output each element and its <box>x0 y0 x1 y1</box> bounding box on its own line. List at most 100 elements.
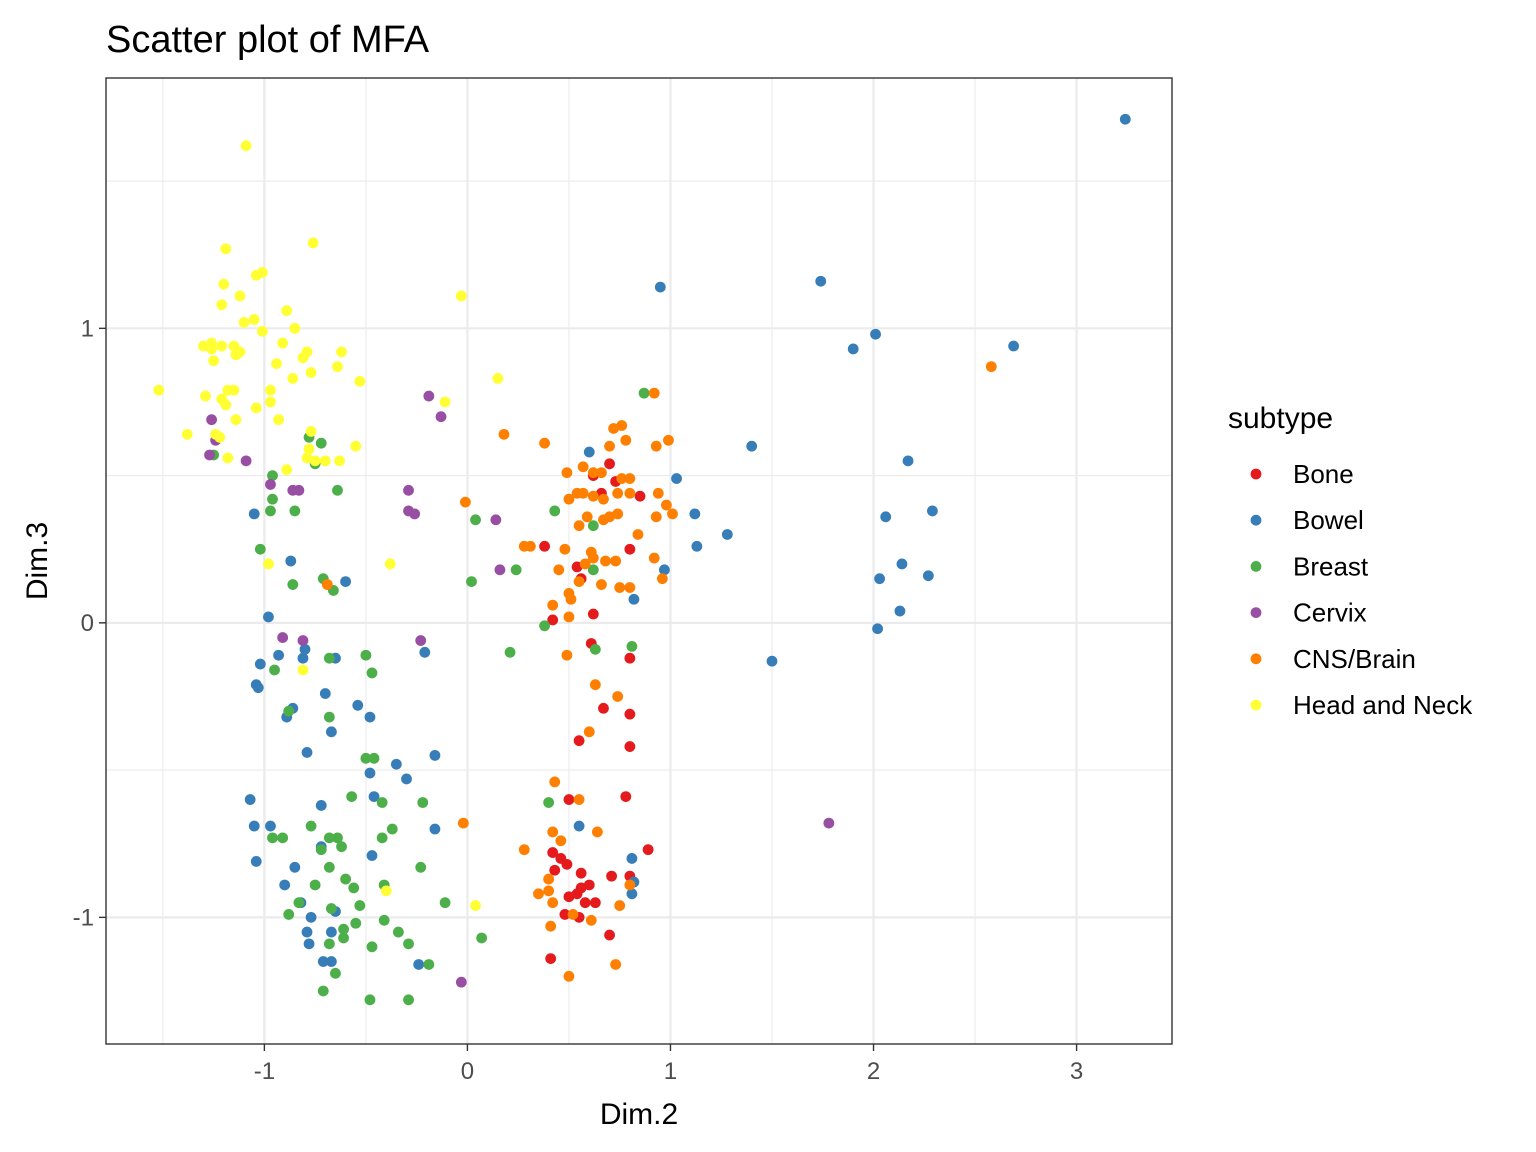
data-point-breast <box>323 861 335 873</box>
legend: subtype Bone Bowel Breast Cervix CNS/Brain He… <box>1228 402 1473 720</box>
data-point-head-and-neck <box>277 337 289 349</box>
data-point-bowel <box>248 820 260 832</box>
data-point-breast <box>325 903 337 914</box>
data-point-cns-brain <box>596 467 607 479</box>
data-point-head-and-neck <box>238 317 250 328</box>
data-point-breast <box>287 579 299 590</box>
data-point-cns-brain <box>648 552 660 564</box>
data-point-cns-brain <box>624 582 636 593</box>
data-point-bowel <box>368 791 380 803</box>
series-cervix <box>204 390 835 988</box>
data-point-bowel <box>429 749 441 761</box>
data-point-bowel <box>429 823 441 835</box>
data-point-cns-brain <box>547 599 559 611</box>
data-point-breast <box>350 917 362 929</box>
data-point-cns-brain <box>589 679 601 691</box>
legend-key <box>1250 607 1262 618</box>
data-point-breast <box>283 909 295 920</box>
data-point-cns-brain <box>577 487 589 499</box>
data-point-cns-brain <box>547 826 559 838</box>
data-point-bowel <box>766 655 778 667</box>
data-point-breast <box>376 832 388 844</box>
data-point-breast <box>269 664 280 676</box>
data-point-bowel <box>273 649 284 661</box>
data-point-breast <box>476 932 488 944</box>
legend-label: CNS/Brain <box>1293 644 1416 674</box>
data-point-cns-brain <box>585 914 597 926</box>
data-point-cervix <box>409 508 421 520</box>
data-point-bone <box>606 870 617 882</box>
data-point-breast <box>470 514 481 526</box>
data-point-head-and-neck <box>220 243 232 255</box>
data-point-head-and-neck <box>250 402 262 414</box>
data-point-bowel <box>299 643 311 655</box>
data-point-head-and-neck <box>384 558 396 570</box>
data-point-bone <box>589 897 601 909</box>
data-point-breast <box>403 994 414 1006</box>
data-point-bowel <box>317 956 329 967</box>
data-point-bowel <box>325 956 337 967</box>
data-point-breast <box>336 841 347 853</box>
data-point-breast <box>504 646 516 658</box>
data-point-cns-brain <box>555 835 567 847</box>
data-point-cns-brain <box>587 467 599 479</box>
data-point-head-and-neck <box>336 346 347 358</box>
data-point-cns-brain <box>563 970 575 982</box>
data-point-cns-brain <box>321 579 333 590</box>
data-point-head-and-neck <box>216 340 228 352</box>
plot-axes: -1 0 1 2 3 -1 0 1 <box>73 315 1084 1085</box>
data-point-bowel <box>325 926 337 938</box>
data-point-bowel <box>250 856 262 867</box>
data-point-cns-brain <box>498 428 510 440</box>
legend-key <box>1250 468 1262 480</box>
data-point-cervix <box>823 817 835 829</box>
data-point-cns-brain <box>661 499 672 511</box>
data-point-bone <box>575 867 587 879</box>
data-point-breast <box>368 752 380 764</box>
data-point-cns-brain <box>663 434 674 446</box>
data-point-cns-brain <box>573 576 585 588</box>
data-point-bone <box>563 891 575 903</box>
series-cns-brain <box>321 361 997 982</box>
data-point-breast <box>346 791 358 803</box>
data-point-bowel <box>626 853 638 864</box>
x-tick-label: 3 <box>1070 1058 1083 1085</box>
data-point-cns-brain <box>559 543 571 555</box>
data-point-head-and-neck <box>287 373 299 384</box>
data-point-bowel <box>847 343 859 355</box>
data-point-cervix <box>403 484 414 496</box>
legend-item-breast: Breast <box>1250 551 1369 581</box>
data-point-bowel <box>303 938 315 950</box>
data-point-cns-brain <box>608 423 620 434</box>
data-point-cns-brain <box>652 487 664 499</box>
data-point-breast <box>340 873 351 885</box>
data-point-cns-brain <box>591 826 603 838</box>
data-point-bone <box>604 458 615 470</box>
data-point-breast <box>626 641 638 652</box>
x-tick-label: 1 <box>664 1058 677 1085</box>
data-point-cns-brain <box>583 726 595 738</box>
data-point-bowel <box>880 511 892 523</box>
data-point-cns-brain <box>457 817 469 829</box>
data-point-cervix <box>277 632 289 643</box>
data-point-cns-brain <box>533 888 544 900</box>
data-point-cns-brain <box>573 520 585 532</box>
data-point-head-and-neck <box>263 558 274 570</box>
data-point-cns-brain <box>632 529 644 540</box>
data-point-bone <box>547 614 559 626</box>
legend-key <box>1250 699 1262 711</box>
data-point-head-and-neck <box>297 352 309 364</box>
data-point-head-and-neck <box>200 390 211 402</box>
legend-label: Cervix <box>1293 598 1367 628</box>
data-point-breast <box>323 711 335 723</box>
data-point-head-and-neck <box>230 414 242 426</box>
data-point-cns-brain <box>579 558 591 570</box>
data-point-cervix <box>455 976 467 988</box>
data-point-breast <box>277 832 289 844</box>
data-point-bone <box>604 929 615 941</box>
data-point-cns-brain <box>612 487 624 499</box>
legend-item-bowel: Bowel <box>1250 505 1364 535</box>
x-tick-label: -1 <box>254 1058 275 1085</box>
data-point-breast <box>466 576 477 588</box>
